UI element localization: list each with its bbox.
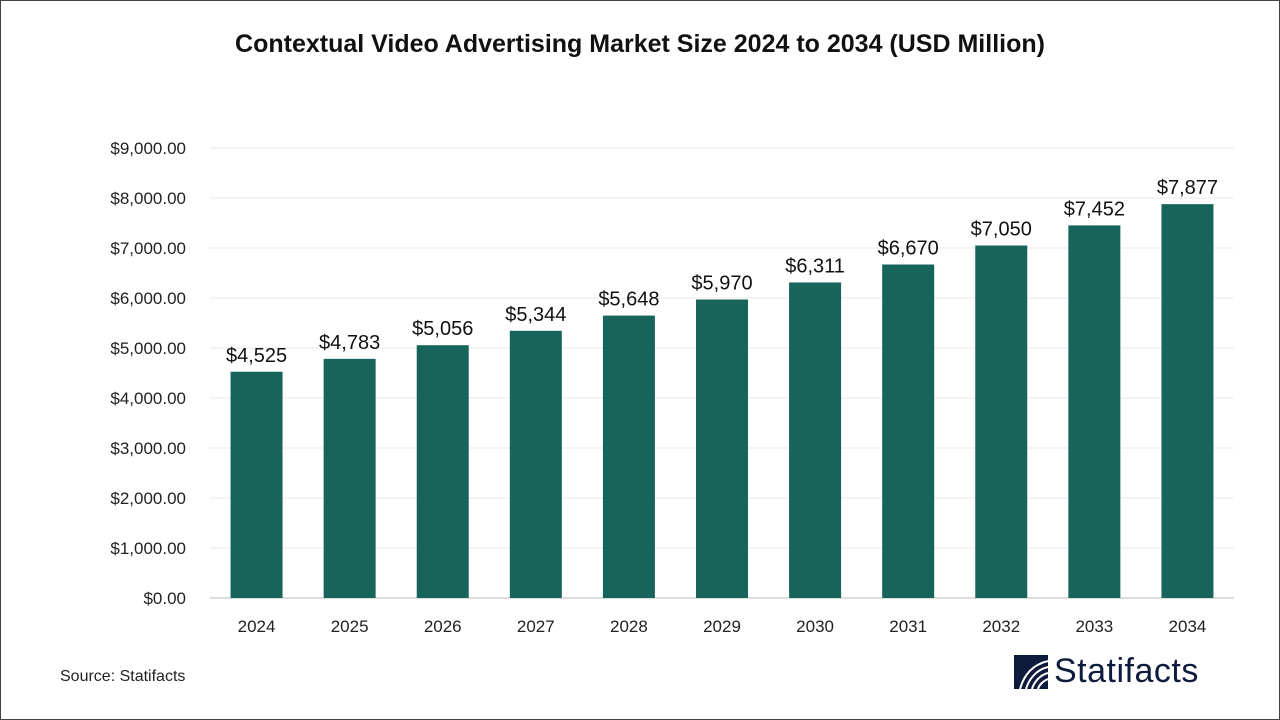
x-tick-label: 2026	[424, 617, 462, 636]
x-tick-label: 2029	[703, 617, 741, 636]
bar	[509, 330, 562, 598]
y-tick-label: $3,000.00	[110, 439, 186, 458]
statifacts-logo: Statifacts	[1014, 652, 1199, 691]
data-label: $5,056	[412, 318, 473, 340]
y-tick-label: $6,000.00	[110, 289, 186, 308]
chart-title: Contextual Video Advertising Market Size…	[235, 30, 1045, 58]
data-label: $5,344	[505, 304, 566, 326]
data-label: $7,452	[1064, 198, 1125, 220]
bar	[882, 264, 935, 598]
data-label: $4,525	[226, 345, 287, 367]
data-label: $4,783	[319, 332, 380, 354]
y-tick-label: $9,000.00	[110, 139, 186, 158]
bar	[1068, 225, 1121, 598]
x-tick-label: 2027	[517, 617, 555, 636]
bar	[789, 282, 842, 598]
data-label: $5,970	[691, 273, 752, 295]
y-tick-label: $0.00	[143, 589, 186, 608]
bar	[416, 345, 469, 598]
y-tick-label: $1,000.00	[110, 539, 186, 558]
y-tick-label: $4,000.00	[110, 389, 186, 408]
x-tick-label: 2031	[889, 617, 927, 636]
statifacts-logo-icon	[1014, 654, 1048, 689]
bar	[602, 315, 655, 598]
x-tick-label: 2028	[610, 617, 648, 636]
x-tick-label: 2025	[331, 617, 369, 636]
data-label: $5,648	[598, 289, 659, 311]
x-tick-label: 2024	[238, 617, 276, 636]
bar	[696, 299, 748, 598]
x-tick-label: 2033	[1075, 617, 1113, 636]
data-label: $7,877	[1157, 177, 1218, 199]
y-tick-label: $5,000.00	[110, 339, 186, 358]
data-label: $6,311	[785, 255, 845, 277]
bar	[323, 358, 376, 598]
logo-text: Statifacts	[1054, 652, 1199, 690]
y-tick-label: $2,000.00	[110, 489, 186, 508]
bar	[975, 245, 1028, 598]
bar	[1161, 204, 1214, 598]
bar	[230, 371, 283, 598]
y-tick-label: $7,000.00	[110, 239, 186, 258]
source-note: Source: Statifacts	[60, 668, 186, 685]
y-tick-label: $8,000.00	[110, 189, 186, 208]
data-label: $7,050	[971, 219, 1032, 241]
data-label: $6,670	[878, 238, 939, 260]
x-tick-label: 2030	[796, 617, 834, 636]
x-tick-label: 2034	[1169, 617, 1207, 636]
x-tick-label: 2032	[982, 617, 1020, 636]
